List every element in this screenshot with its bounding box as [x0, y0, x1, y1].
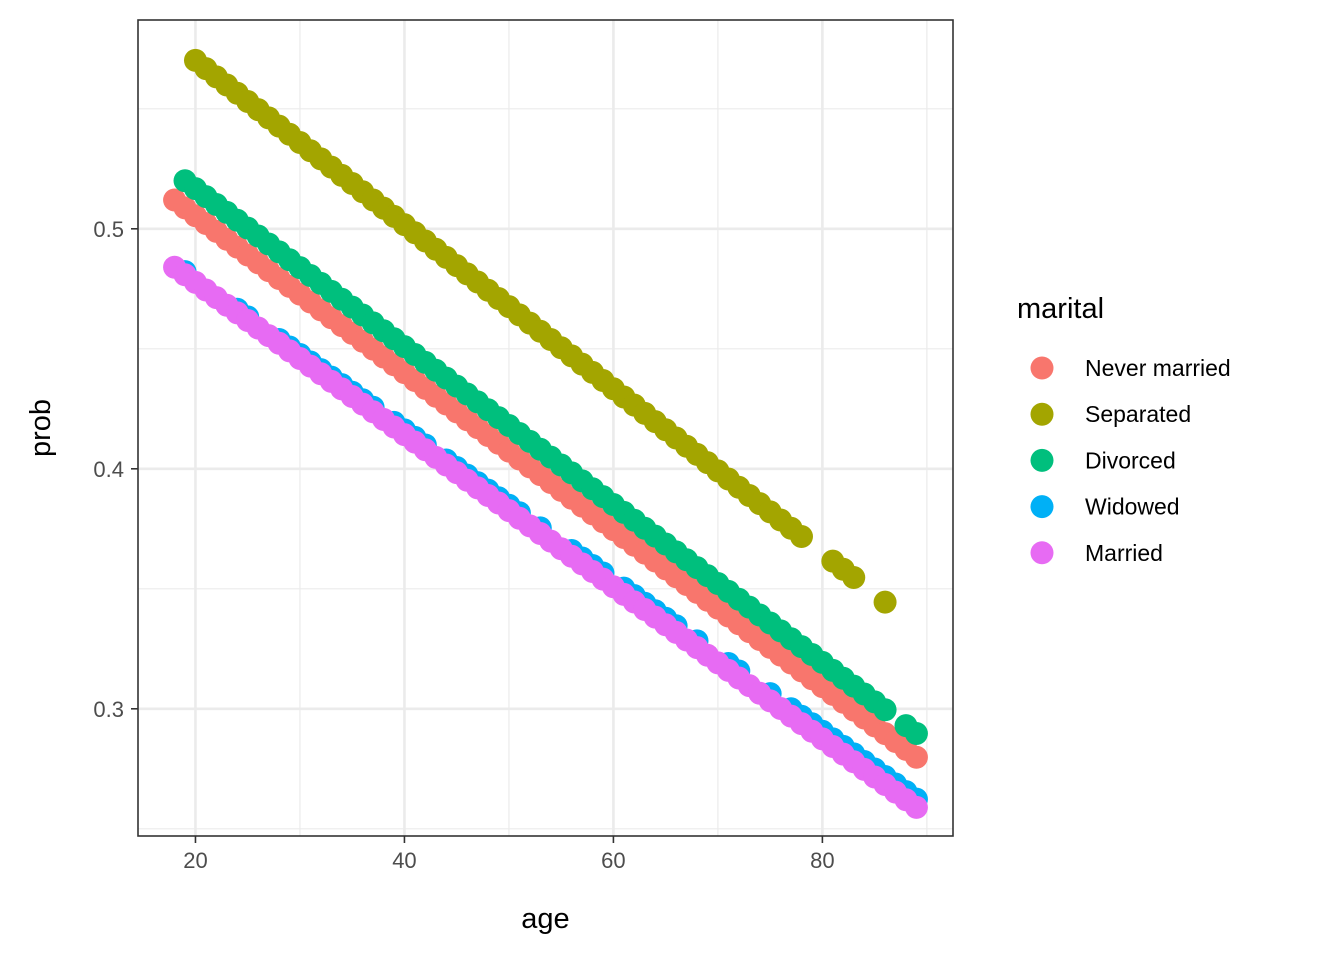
y-tick-label: 0.3: [93, 697, 124, 722]
legend-key: [1030, 541, 1054, 565]
legend-key: [1030, 402, 1054, 426]
legend-key: [1030, 495, 1054, 519]
legend-title: marital: [1017, 293, 1104, 325]
legend-label: Never married: [1085, 355, 1231, 381]
x-tick-label: 40: [392, 848, 416, 873]
data-points: [163, 48, 928, 819]
data-point: [904, 745, 928, 769]
panel-border: [137, 19, 954, 837]
x-axis-title: age: [521, 903, 569, 935]
x-tick-label: 80: [810, 848, 834, 873]
legend: marital Never married Separated Divorced Wi…: [1017, 293, 1231, 566]
y-tick-label: 0.5: [93, 217, 124, 242]
data-point: [789, 524, 813, 548]
x-axis: 20 40 60 80: [183, 836, 835, 873]
data-point: [904, 722, 928, 745]
data-point: [873, 590, 897, 614]
data-point: [904, 795, 928, 819]
y-tick-label: 0.4: [93, 457, 124, 482]
legend-key: [1030, 356, 1054, 380]
legend-label: Divorced: [1085, 447, 1176, 473]
y-axis-title: prob: [25, 399, 57, 457]
legend-label: Widowed: [1085, 494, 1180, 520]
x-tick-label: 60: [601, 848, 625, 873]
data-point: [873, 698, 897, 722]
data-point: [842, 566, 866, 590]
legend-label: Married: [1085, 540, 1163, 566]
x-tick-label: 20: [183, 848, 207, 873]
y-axis: 0.3 0.4 0.5: [93, 217, 138, 722]
legend-key: [1030, 448, 1054, 472]
legend-label: Separated: [1085, 401, 1191, 427]
